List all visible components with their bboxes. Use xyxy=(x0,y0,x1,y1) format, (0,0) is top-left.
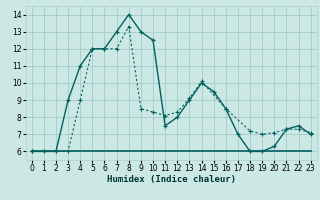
X-axis label: Humidex (Indice chaleur): Humidex (Indice chaleur) xyxy=(107,175,236,184)
